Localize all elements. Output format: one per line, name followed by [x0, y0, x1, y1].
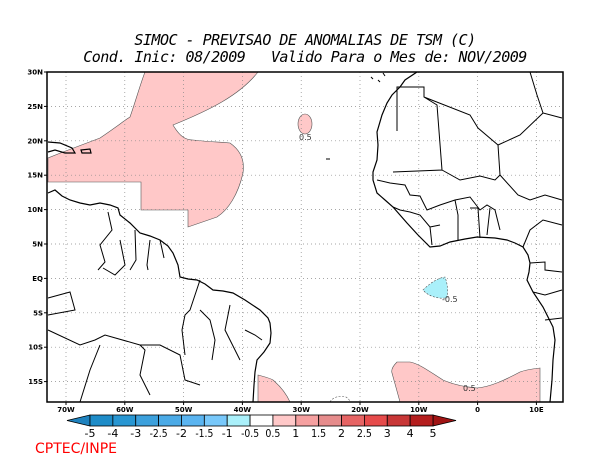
- colorbar-label: 1: [292, 427, 299, 440]
- positive-anomaly-region-south: [391, 361, 541, 403]
- colorbar-box: [135, 414, 160, 427]
- positive-anomaly-region-nw: [47, 71, 259, 228]
- colorbar-box: [272, 414, 297, 427]
- lon-label: 20W: [351, 406, 369, 414]
- lon-label: 30W: [292, 406, 310, 414]
- south-america-borders: [47, 211, 263, 403]
- lat-label: 25N: [27, 103, 43, 111]
- lon-label: 10W: [410, 406, 428, 414]
- negative-anomaly-contour: [329, 395, 351, 403]
- colorbar-box: [295, 414, 320, 427]
- hispaniola-coast: [47, 141, 77, 154]
- coastlines: [47, 71, 563, 403]
- colorbar-label: 3: [384, 427, 391, 440]
- contour-label: -0.5: [442, 295, 458, 304]
- colorbar-low-triangle: [66, 414, 91, 427]
- lat-label: 15S: [28, 378, 43, 386]
- colorbar-box: [318, 414, 342, 427]
- colorbar-label: 1.5: [311, 427, 326, 440]
- colorbar-box: [363, 414, 388, 427]
- colorbar-label: -4: [107, 427, 118, 440]
- positive-anomaly-region-sw: [257, 374, 291, 403]
- canary-islands: [370, 72, 386, 83]
- lat-label: EQ: [32, 275, 43, 283]
- africa-north-borders: [392, 71, 563, 201]
- colorbar-box: [226, 414, 251, 427]
- anomaly-shading: [47, 71, 541, 403]
- lat-label: 10S: [28, 344, 43, 352]
- colorbar-box: [112, 414, 137, 427]
- positive-anomaly-blob: [297, 113, 313, 135]
- lat-label: 30N: [27, 69, 43, 77]
- contour-label: 0.5: [463, 384, 476, 393]
- lat-label: 5N: [32, 241, 43, 249]
- colorbar-label: 4: [407, 427, 414, 440]
- colorbar-label: -3: [130, 427, 141, 440]
- colorbar-label: 2: [338, 427, 345, 440]
- lat-label: 10N: [27, 206, 43, 214]
- colorbar-box: [409, 414, 434, 427]
- colorbar-box: [89, 414, 114, 427]
- lon-label: 0: [475, 406, 480, 414]
- chart-title: SIMOC - PREVISAO DE ANOMALIAS DE TSM (C): [134, 31, 476, 49]
- lon-label: 50W: [175, 406, 193, 414]
- colorbar-box: [203, 414, 228, 427]
- lon-label: 70W: [57, 406, 75, 414]
- colorbar-label: -1: [222, 427, 233, 440]
- colorbar-label: 0.5: [265, 427, 280, 440]
- latitude-labels: 30N 25N 20N 15N 10N 5N EQ 5S 10S 15S: [27, 69, 47, 386]
- africa-west-borders: [376, 179, 563, 321]
- colorbar-high-triangle: [432, 414, 457, 427]
- lat-label: 5S: [33, 309, 43, 317]
- colorbar-label: 5: [430, 427, 437, 440]
- colorbar-label: -1.5: [195, 427, 213, 440]
- contour-label: 0.5: [299, 133, 312, 142]
- colorbar-label: 2.5: [357, 427, 372, 440]
- negative-anomaly-blob: [422, 276, 448, 299]
- colorbar-box: [341, 414, 365, 427]
- colorbar-box: [386, 414, 411, 427]
- lon-label: 60W: [116, 406, 134, 414]
- south-america-coast: [47, 189, 272, 403]
- colorbar-label: -2.5: [150, 427, 168, 440]
- africa-coast: [372, 71, 556, 403]
- lat-label: 20N: [27, 137, 43, 145]
- colorbar-box: [158, 414, 182, 427]
- colorbar-label: -5: [85, 427, 96, 440]
- lon-label: 40W: [234, 406, 252, 414]
- longitude-labels: 70W 60W 50W 40W 30W 20W 10W 0 10E: [57, 402, 544, 414]
- puerto-rico-coast: [80, 148, 92, 154]
- colorbar-label: -0.5: [241, 427, 259, 440]
- colorbar-box: [249, 414, 274, 427]
- lat-label: 15N: [27, 172, 43, 180]
- map-frame: [46, 71, 564, 403]
- colorbar: -5 -4 -3 -2.5 -2 -1.5 -1 -0.5 0.5 1 1.5 2 2.5 3 4 5: [66, 414, 457, 440]
- chart-subtitle: Cond. Inic: 08/2009 Valido Para o Mes de…: [83, 48, 527, 66]
- colorbar-box: [181, 414, 205, 427]
- credit-label: CPTEC/INPE: [35, 441, 117, 457]
- colorbar-label: -2: [176, 427, 187, 440]
- lon-label: 10E: [529, 406, 544, 414]
